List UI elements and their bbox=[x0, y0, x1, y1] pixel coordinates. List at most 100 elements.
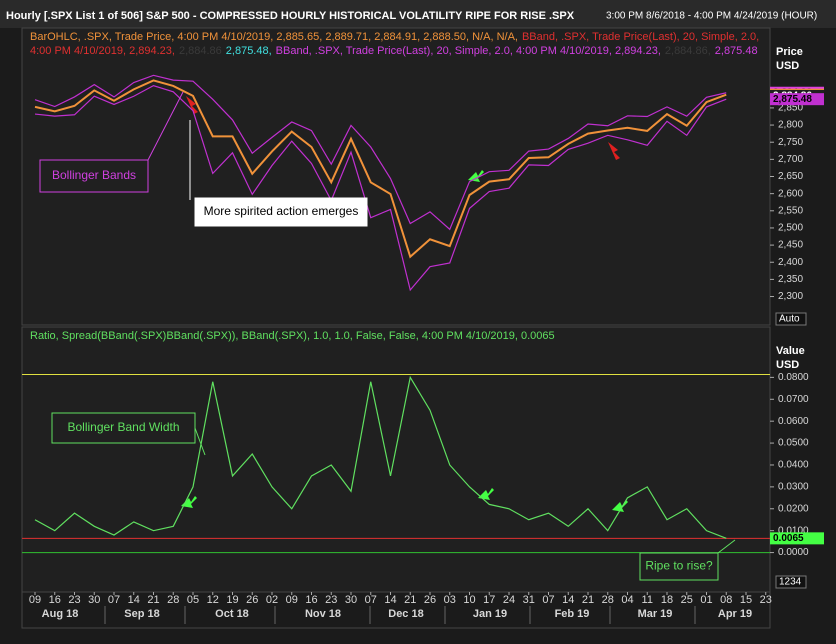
green-arrow bbox=[468, 170, 484, 182]
axis-label: Price bbox=[776, 46, 803, 58]
x-tick-label: 26 bbox=[246, 594, 258, 606]
x-tick-label: 28 bbox=[602, 594, 614, 606]
x-tick-label: 15 bbox=[740, 594, 752, 606]
value-tag bbox=[770, 532, 824, 545]
x-tick-label: 30 bbox=[345, 594, 357, 606]
x-tick-label: 28 bbox=[167, 594, 179, 606]
y-tick-label: 2,650 bbox=[778, 171, 803, 182]
month-label: Sep 18 bbox=[124, 608, 159, 620]
legend-entry: BarOHLC, .SPX, Trade Price, 4:00 PM 4/10… bbox=[30, 31, 518, 43]
month-label: Mar 19 bbox=[638, 608, 673, 620]
axis-label: Value bbox=[776, 345, 805, 357]
legend: BarOHLC, .SPX, Trade Price, 4:00 PM 4/10… bbox=[30, 30, 770, 58]
chart-title: Hourly [.SPX List 1 of 506] S&P 500 - CO… bbox=[6, 10, 575, 22]
value-tag-label: 0.0065 bbox=[773, 533, 804, 544]
x-tick-label: 12 bbox=[207, 594, 219, 606]
x-tick-label: 23 bbox=[760, 594, 772, 606]
annotation-text: Ripe to rise? bbox=[645, 559, 713, 573]
legend-entry: Ratio, Spread(BBand(.SPX)BBand(.SPX)), B… bbox=[30, 330, 555, 342]
x-tick-label: 01 bbox=[700, 594, 712, 606]
value-tag bbox=[770, 93, 824, 106]
x-tick-label: 07 bbox=[542, 594, 554, 606]
x-tick-label: 16 bbox=[305, 594, 317, 606]
series-line bbox=[34, 74, 727, 231]
y-tick-label: 2,550 bbox=[778, 205, 803, 216]
x-tick-label: 16 bbox=[49, 594, 61, 606]
y-tick-label: 0.0800 bbox=[778, 372, 809, 383]
axis-button-label: Auto bbox=[779, 314, 800, 325]
x-tick-label: 24 bbox=[503, 594, 515, 606]
width-panel bbox=[21, 326, 771, 593]
annotation-pointer bbox=[147, 91, 184, 161]
green-arrow bbox=[181, 496, 197, 508]
annotation-text: Bollinger Bands bbox=[52, 168, 136, 182]
y-tick-label: 2,750 bbox=[778, 137, 803, 148]
x-tick-label: 09 bbox=[286, 594, 298, 606]
annotation-text: Bollinger Band Width bbox=[67, 420, 179, 434]
y-tick-label: 0.0600 bbox=[778, 416, 809, 427]
red-arrow bbox=[608, 142, 620, 160]
y-tick-label: 0.0400 bbox=[778, 460, 809, 471]
x-tick-label: 04 bbox=[621, 594, 633, 606]
x-tick-label: 09 bbox=[29, 594, 41, 606]
x-tick-label: 07 bbox=[365, 594, 377, 606]
x-tick-label: 14 bbox=[128, 594, 140, 606]
annotation-box bbox=[39, 159, 149, 193]
legend-entry: 2,884.86, bbox=[664, 45, 711, 57]
legend-entry: BBand, .SPX, Trade Price(Last), 20, Simp… bbox=[275, 45, 661, 57]
x-tick-label: 25 bbox=[681, 594, 693, 606]
series-line bbox=[34, 84, 727, 292]
x-tick-label: 14 bbox=[384, 594, 396, 606]
axis-unit: USD bbox=[776, 60, 799, 72]
month-label: Nov 18 bbox=[305, 608, 341, 620]
y-tick-label: 2,850 bbox=[778, 103, 803, 114]
y-tick-label: 0.0000 bbox=[778, 547, 809, 558]
annotation-box bbox=[51, 412, 196, 444]
y-tick-label: 2,400 bbox=[778, 257, 803, 268]
annotation-text: More spirited action emerges bbox=[204, 204, 359, 218]
x-tick-label: 21 bbox=[404, 594, 416, 606]
series-line bbox=[34, 79, 727, 259]
x-tick-label: 14 bbox=[562, 594, 574, 606]
x-tick-label: 23 bbox=[68, 594, 80, 606]
month-label: Oct 18 bbox=[215, 608, 249, 620]
x-tick-label: 30 bbox=[88, 594, 100, 606]
y-tick-label: 2,450 bbox=[778, 240, 803, 251]
y-tick-label: 0.0300 bbox=[778, 482, 809, 493]
y-tick-label: 0.0200 bbox=[778, 503, 809, 514]
legend-entry: 2,875.48 bbox=[714, 45, 758, 57]
x-tick-label: 19 bbox=[226, 594, 238, 606]
x-tick-label: 18 bbox=[661, 594, 673, 606]
y-tick-label: 2,300 bbox=[778, 291, 803, 302]
axis-button-label: 1234 bbox=[779, 577, 802, 588]
axis-unit: USD bbox=[776, 359, 799, 371]
legend: Ratio, Spread(BBand(.SPX)BBand(.SPX)), B… bbox=[30, 329, 770, 343]
y-tick-label: 0.0700 bbox=[778, 394, 809, 405]
title-bar bbox=[0, 0, 836, 28]
month-label: Aug 18 bbox=[42, 608, 79, 620]
date-range: 3:00 PM 8/6/2018 - 4:00 PM 4/24/2019 (HO… bbox=[606, 11, 817, 22]
legend-entry: BBand, .SPX, Trade Price(Last), 20, Simp… bbox=[30, 31, 760, 57]
y-tick-label: 2,500 bbox=[778, 223, 803, 234]
x-axis bbox=[21, 591, 771, 629]
legend-entry: 2,875.48, bbox=[225, 45, 272, 57]
month-label: Dec 18 bbox=[388, 608, 423, 620]
axis-button[interactable] bbox=[775, 312, 807, 326]
y-tick-label: 2,800 bbox=[778, 120, 803, 131]
y-tick-label: 2,350 bbox=[778, 274, 803, 285]
axis-button[interactable] bbox=[775, 575, 807, 589]
x-tick-label: 17 bbox=[483, 594, 495, 606]
x-tick-label: 08 bbox=[720, 594, 732, 606]
x-tick-label: 07 bbox=[108, 594, 120, 606]
month-label: Apr 19 bbox=[718, 608, 752, 620]
x-tick-label: 02 bbox=[266, 594, 278, 606]
x-tick-label: 10 bbox=[463, 594, 475, 606]
annotation-box bbox=[194, 197, 368, 227]
series-line bbox=[34, 375, 727, 539]
x-tick-label: 03 bbox=[444, 594, 456, 606]
annotation-box bbox=[639, 552, 719, 581]
value-tag-label: 2,875.48 bbox=[773, 94, 812, 105]
x-tick-label: 21 bbox=[147, 594, 159, 606]
x-tick-label: 21 bbox=[582, 594, 594, 606]
